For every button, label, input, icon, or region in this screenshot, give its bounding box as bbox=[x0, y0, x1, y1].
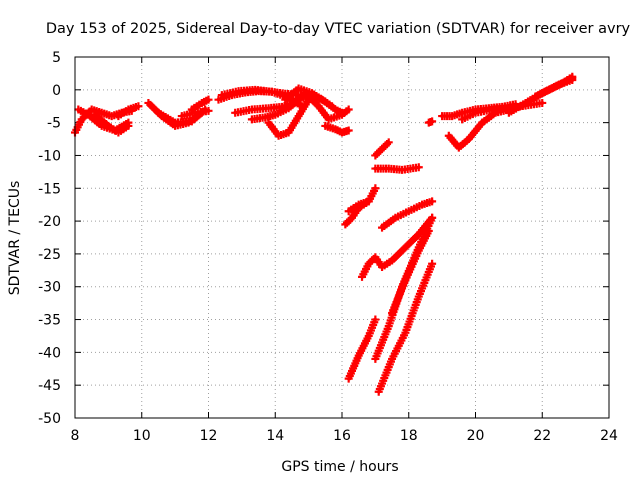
y-tick-label: -35 bbox=[38, 313, 61, 329]
data-series-arc-12 bbox=[247, 95, 303, 124]
data-series-arc-8 bbox=[177, 106, 213, 121]
series-markers bbox=[378, 197, 437, 232]
series-markers bbox=[538, 74, 577, 98]
series-markers bbox=[371, 138, 393, 160]
series-markers bbox=[247, 95, 303, 124]
data-series-arc-18 bbox=[344, 197, 373, 216]
data-series-arc-16 bbox=[321, 121, 353, 137]
data-series-arc-4 bbox=[114, 102, 143, 121]
series-markers bbox=[264, 95, 313, 140]
x-tick-label: 10 bbox=[133, 428, 151, 444]
data-series-arc-21 bbox=[378, 197, 437, 232]
x-axis-label: GPS time / hours bbox=[281, 459, 398, 475]
x-tick-label: 22 bbox=[533, 428, 551, 444]
data-series-arc-3 bbox=[91, 110, 133, 137]
series-markers bbox=[358, 213, 437, 281]
y-tick-label: -50 bbox=[38, 411, 61, 427]
chart-title: Day 153 of 2025, Sidereal Day-to-day VTE… bbox=[46, 21, 631, 37]
data-series-arc-19 bbox=[371, 138, 393, 160]
series-markers bbox=[344, 197, 373, 216]
data-series-arc-14 bbox=[281, 84, 346, 117]
series-markers bbox=[114, 102, 143, 121]
series-markers bbox=[371, 163, 423, 174]
series-markers bbox=[281, 84, 346, 117]
y-tick-label: 5 bbox=[52, 50, 61, 66]
data-series-arc-15 bbox=[301, 89, 353, 124]
data-series-arc-22 bbox=[358, 213, 437, 281]
series-markers bbox=[177, 106, 213, 121]
series-markers bbox=[321, 121, 353, 137]
y-tick-label: -25 bbox=[38, 247, 61, 263]
x-tick-label: 20 bbox=[467, 428, 485, 444]
x-tick-label: 16 bbox=[333, 428, 351, 444]
data-series-arc-20 bbox=[371, 163, 423, 174]
data-traces bbox=[71, 72, 577, 396]
y-tick-label: -5 bbox=[47, 116, 61, 132]
data-series-arc-26 bbox=[388, 226, 433, 317]
y-tick-label: 0 bbox=[52, 83, 61, 99]
series-markers bbox=[374, 259, 437, 396]
series-markers bbox=[424, 117, 437, 127]
x-tick-label: 24 bbox=[600, 428, 618, 444]
y-tick-label: -30 bbox=[38, 280, 61, 296]
series-markers bbox=[91, 110, 133, 137]
y-tick-label: -40 bbox=[38, 345, 61, 361]
data-series-arc-13 bbox=[264, 95, 313, 140]
y-tick-label: -20 bbox=[38, 214, 61, 230]
y-tick-label: -15 bbox=[38, 181, 61, 197]
series-markers bbox=[388, 226, 433, 317]
x-tick-labels: 8 10 12 14 16 18 20 22 24 bbox=[71, 428, 618, 444]
data-series-arc-33 bbox=[538, 74, 577, 98]
y-tick-label: -10 bbox=[38, 148, 61, 164]
series-markers bbox=[301, 89, 353, 124]
x-tick-label: 14 bbox=[266, 428, 284, 444]
x-tick-label: 18 bbox=[400, 428, 418, 444]
grid-lines bbox=[75, 57, 609, 418]
x-tick-label: 8 bbox=[71, 428, 80, 444]
y-tick-labels: 5 0 -5 -10 -15 -20 -25 -30 -35 -40 -45 -50 bbox=[38, 50, 61, 427]
data-series-arc-27 bbox=[424, 117, 437, 127]
series-markers bbox=[344, 315, 380, 383]
data-series-arc-25 bbox=[374, 259, 437, 396]
x-tick-label: 12 bbox=[200, 428, 218, 444]
y-axis-label: SDTVAR / TECUs bbox=[7, 181, 23, 296]
y-tick-label: -45 bbox=[38, 378, 61, 394]
plot-frame bbox=[74, 56, 610, 419]
data-series-arc-23 bbox=[344, 315, 380, 383]
